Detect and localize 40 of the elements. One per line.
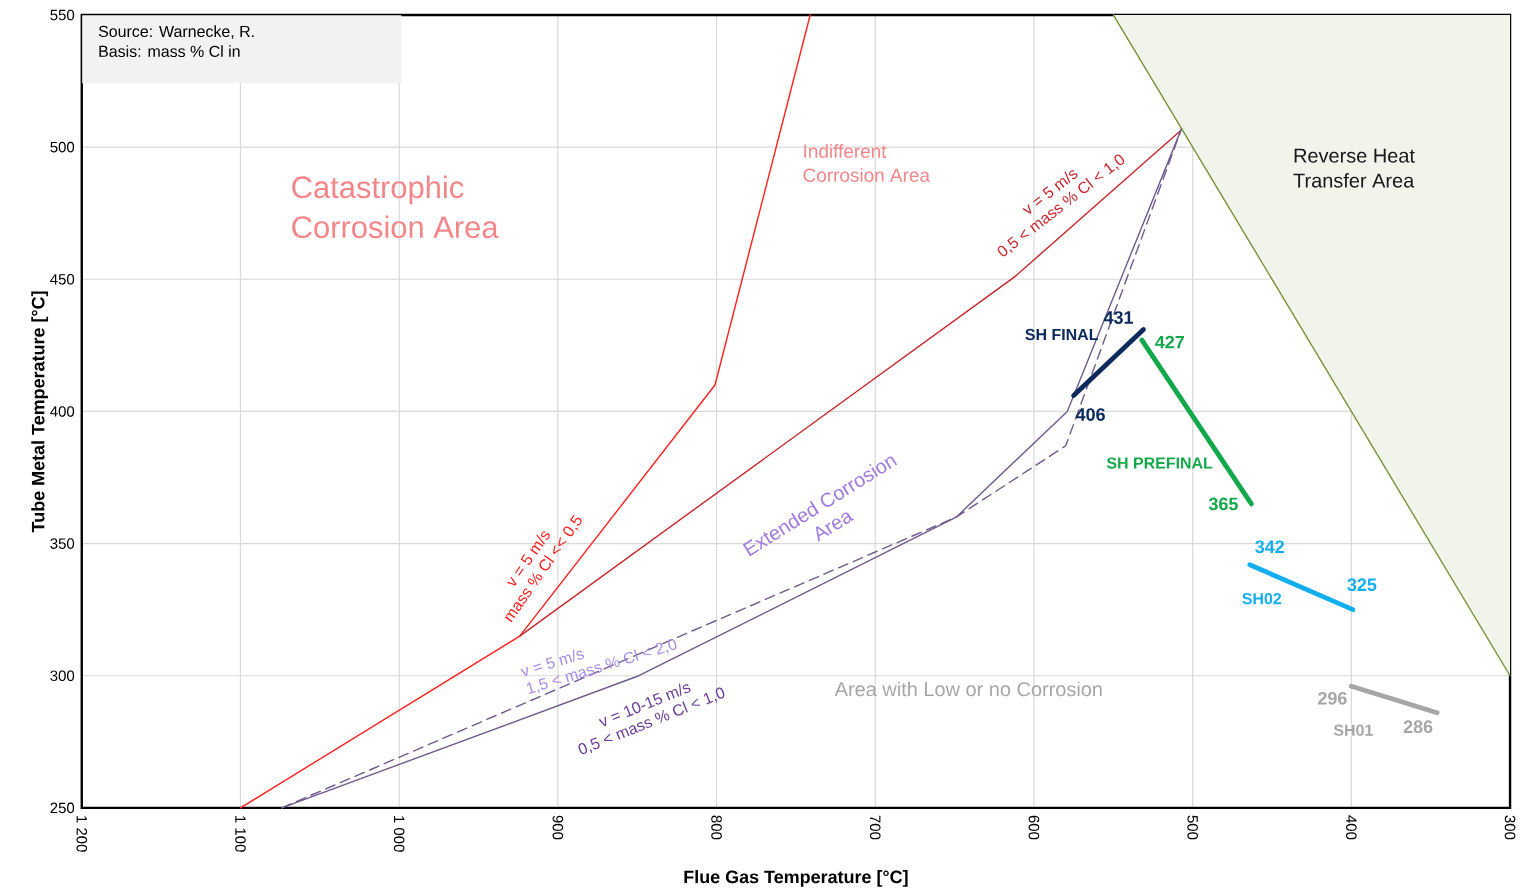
x-tick-label: 900 bbox=[552, 815, 564, 840]
series-label: SH02 bbox=[1242, 592, 1282, 605]
annotation: Reverse Heat bbox=[1294, 148, 1415, 163]
annotation: Corrosion Area bbox=[292, 215, 499, 238]
x-tick-label: 1 000 bbox=[393, 815, 405, 852]
y-tick-label: 400 bbox=[50, 405, 75, 417]
annotation: Source: Warnecke, R. bbox=[98, 25, 254, 39]
x-axis-title: Flue Gas Temperature [°C] bbox=[684, 869, 908, 887]
y-tick-label: 250 bbox=[50, 802, 75, 813]
annotation: Area with Low or no Corrosion bbox=[834, 681, 1102, 697]
y-tick-label: 300 bbox=[50, 670, 75, 681]
data-label: 431 bbox=[1103, 310, 1133, 324]
x-tick-label: 300 bbox=[1504, 815, 1516, 840]
x-tick-label: 400 bbox=[1346, 815, 1357, 840]
y-tick-label: 450 bbox=[50, 273, 75, 285]
annotation: Transfer Area bbox=[1293, 172, 1415, 188]
series-label: SH PREFINAL bbox=[1106, 457, 1213, 469]
x-tick-label: 800 bbox=[711, 815, 722, 840]
data-label: 325 bbox=[1347, 578, 1377, 591]
annotation: Corrosion Area bbox=[803, 167, 930, 182]
x-tick-label: 1 200 bbox=[76, 815, 88, 852]
annotation: Indifferent bbox=[804, 143, 887, 158]
x-tick-label: 600 bbox=[1028, 815, 1040, 840]
y-tick-label: 550 bbox=[50, 9, 75, 21]
data-label: 427 bbox=[1155, 335, 1184, 349]
x-tick-label: 1 100 bbox=[235, 815, 246, 852]
y-tick-label: 350 bbox=[50, 538, 75, 549]
data-label: 342 bbox=[1255, 540, 1284, 553]
data-label: 365 bbox=[1208, 497, 1238, 511]
x-tick-label: 700 bbox=[869, 815, 881, 840]
series-label: SH FINAL bbox=[1025, 328, 1098, 340]
y-axis-title: Tube Metal Temperature [°C] bbox=[31, 291, 49, 532]
x-tick-label: 500 bbox=[1187, 815, 1198, 840]
data-label: 286 bbox=[1403, 720, 1433, 733]
series-label: SH01 bbox=[1333, 724, 1373, 736]
data-label: 296 bbox=[1318, 691, 1347, 705]
data-label: 406 bbox=[1075, 407, 1105, 421]
y-tick-label: 500 bbox=[50, 141, 75, 153]
annotation: Catastrophic bbox=[292, 175, 464, 205]
annotation: Basis: mass % Cl in bbox=[99, 45, 240, 57]
